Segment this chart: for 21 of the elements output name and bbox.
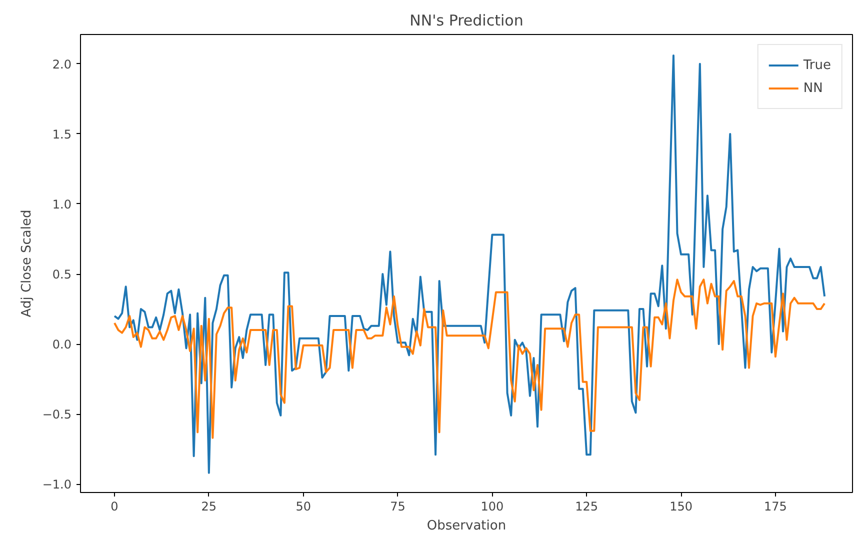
x-axis-title: Observation	[426, 518, 506, 534]
y-tick-label: −1.0	[42, 478, 72, 492]
chart-title: NN's Prediction	[410, 12, 524, 30]
x-tick-label: 75	[390, 500, 406, 514]
line-series	[113, 278, 826, 439]
legend-label: True	[803, 58, 831, 72]
y-tick-label: 2.0	[52, 57, 72, 72]
x-tick-label: 125	[575, 500, 598, 514]
y-tick-label: 1.5	[52, 127, 72, 142]
x-tick-label: 175	[764, 500, 787, 514]
y-tick-label: 0.0	[52, 338, 72, 352]
x-tick-label: 100	[480, 500, 504, 514]
x-tick-label: 25	[201, 500, 217, 514]
x-tick-label: 150	[670, 500, 692, 514]
x-tick-label: 0	[110, 500, 118, 514]
y-tick-label: −0.5	[42, 408, 72, 422]
y-tick-label: 0.5	[52, 268, 72, 282]
y-tick-label: 1.0	[52, 197, 72, 212]
y-axis-title: Adj Close Scaled	[19, 210, 34, 318]
legend-label: NN	[803, 80, 824, 96]
x-tick-label: 50	[296, 500, 311, 514]
